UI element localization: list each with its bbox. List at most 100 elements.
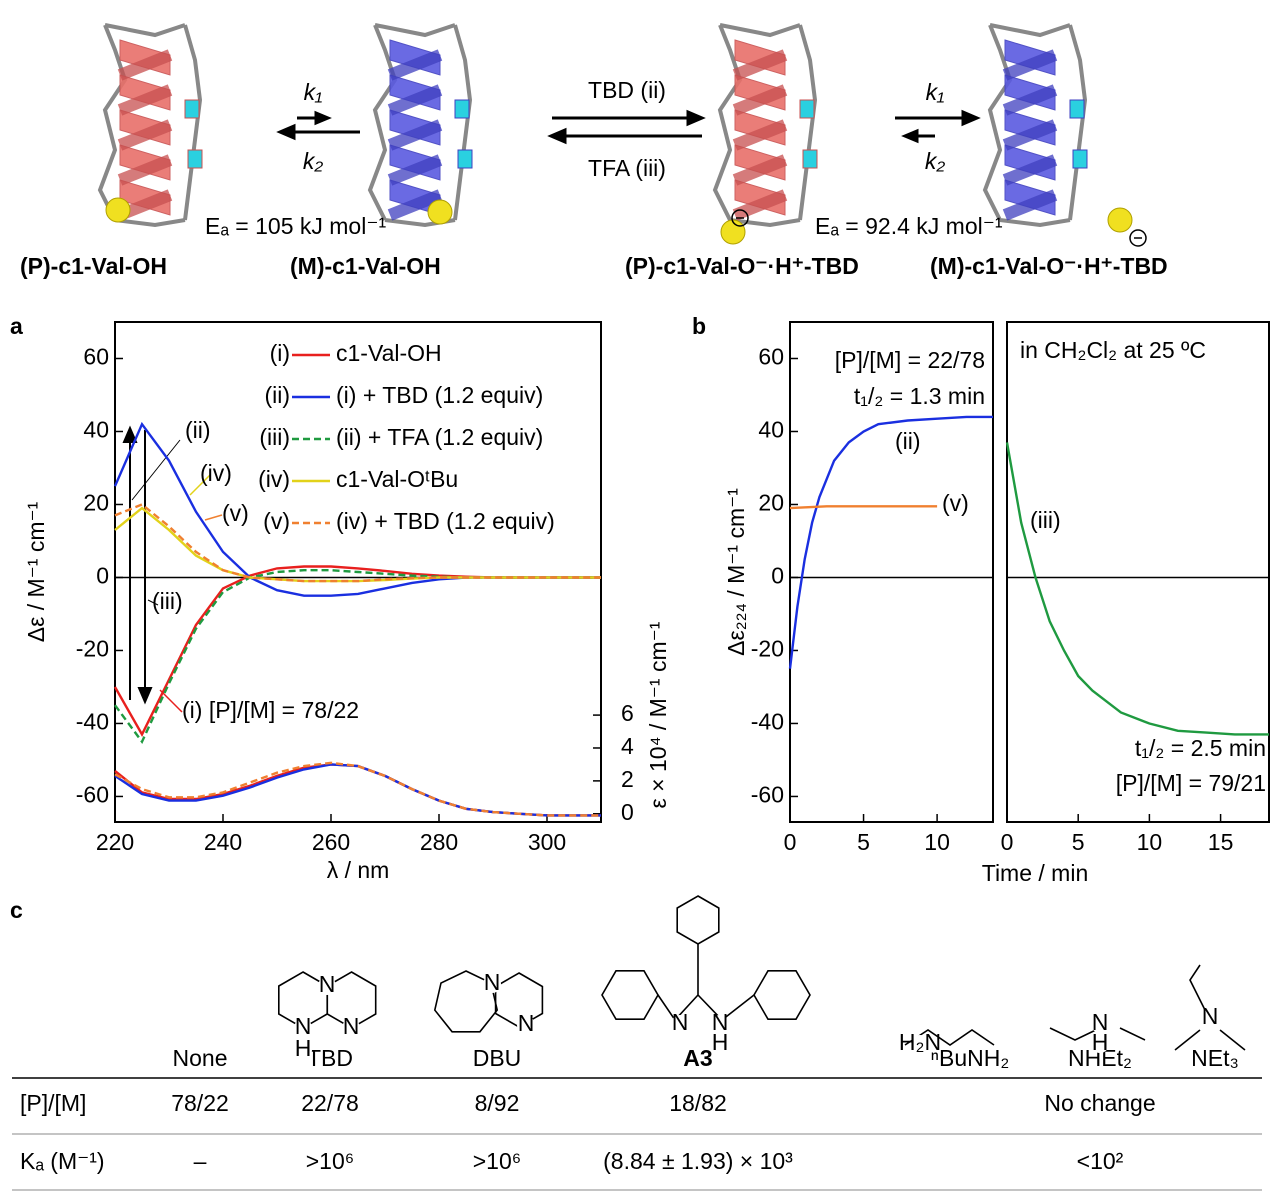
- x-tick-label: 5: [857, 829, 870, 855]
- y-tick-label: 60: [83, 344, 109, 370]
- table-cell: 22/78: [301, 1090, 359, 1116]
- legend-tag: (v): [263, 508, 290, 534]
- activation-energy: Eₐ = 92.4 kJ mol⁻¹: [815, 213, 1003, 239]
- y-tick-label: -20: [76, 636, 109, 662]
- x-axis-label: Time / min: [982, 860, 1089, 886]
- table: None TBD DBU A3 ⁿBuNH₂ NHEt₂ NEt₃[P]/[M] 78/22 2…: [12, 895, 1262, 1191]
- y2-axis-label: ε × 10⁴ / M⁻¹ cm⁻¹: [645, 621, 671, 808]
- chart: 220 240 260 280 300 -60 -40 -20 0 20 40 60 0 2 4 6 λ / n…: [23, 321, 671, 883]
- atom-label: N: [1092, 1009, 1109, 1035]
- scheme: k₁ k₂ TBD (ii) TFA (iii) k₁ k₂ Eₐ = 105 …: [20, 25, 1168, 279]
- chart: 0 5 10 -60 -40 -20 0 20 40 60 Δε₂₂₄ / M⁻¹ cm⁻¹ [P]/…: [723, 321, 994, 855]
- y-tick-label: -60: [76, 782, 109, 808]
- y-tick-label: 0: [96, 563, 109, 589]
- table-cell: –: [194, 1148, 207, 1174]
- annotation: [P]/[M] = 79/21: [1116, 770, 1266, 796]
- x-tick-label: 280: [420, 829, 458, 855]
- atom: [427, 199, 453, 225]
- label-bg: [1091, 1015, 1109, 1033]
- y-tick-label: -20: [751, 636, 784, 662]
- data-line: [1005, 442, 1269, 736]
- y-axis-label: Δε₂₂₄ / M⁻¹ cm⁻¹: [723, 488, 749, 656]
- x-tick-label: 0: [784, 829, 797, 855]
- label-bg: [342, 1019, 360, 1037]
- data-line: [788, 415, 993, 669]
- label-bg: [711, 1015, 729, 1033]
- bond: [1174, 964, 1246, 1051]
- atom-label: N: [672, 1009, 689, 1035]
- annotation: (ii): [185, 417, 211, 443]
- compound-label: (P)-c1-Val-O⁻·H⁺-TBD: [625, 253, 859, 279]
- y-tick-label: 0: [771, 563, 784, 589]
- label-bg: [1201, 1009, 1219, 1027]
- label-bg: [517, 1016, 535, 1034]
- data-line: [114, 763, 601, 817]
- x-tick-label: 15: [1208, 829, 1234, 855]
- column-header: None: [173, 1045, 228, 1071]
- legend-label: c1-Val-OᵗBu: [336, 466, 458, 492]
- label-bg: [671, 1015, 689, 1033]
- y-tick-label: -40: [751, 709, 784, 735]
- annotation: in CH₂Cl₂ at 25 ºC: [1020, 337, 1206, 363]
- helix-p: [715, 25, 817, 225]
- atom-label: N: [484, 969, 501, 995]
- table-cell: 8/92: [475, 1090, 520, 1116]
- panel-label: a: [10, 313, 23, 339]
- data-line: [114, 763, 601, 817]
- y-tick-label: 40: [83, 417, 109, 443]
- atom-label: H: [295, 1035, 312, 1061]
- annotation: t₁/₂ = 1.3 min: [854, 383, 985, 409]
- label-bg: [1091, 1035, 1109, 1053]
- label-bg: [294, 1019, 312, 1037]
- y-tick-label: -60: [751, 782, 784, 808]
- arrow-annotations: [122, 425, 223, 713]
- table-cell: Kₐ (M⁻¹): [20, 1148, 105, 1174]
- legend-tag: (i): [270, 340, 290, 366]
- panel-labels: a b c: [10, 313, 706, 923]
- table-cell: 78/22: [171, 1090, 229, 1116]
- table-cell: >10⁶: [306, 1148, 354, 1174]
- label-bg: [318, 977, 336, 995]
- reagent: TBD (ii): [588, 77, 666, 103]
- annotation: t₁/₂ = 2.5 min: [1135, 735, 1266, 761]
- atom: [105, 197, 131, 223]
- x-tick-label: 240: [204, 829, 242, 855]
- annotation: (iii): [1030, 507, 1061, 533]
- atom: [1107, 207, 1133, 233]
- data-line: [114, 761, 601, 817]
- legend-label: c1-Val-OH: [336, 340, 442, 366]
- legend-tag: (iii): [259, 424, 290, 450]
- y-tick-label: -40: [76, 709, 109, 735]
- atom: [720, 219, 746, 245]
- annotation: (ii): [895, 428, 921, 454]
- table-cell: <10²: [1077, 1148, 1124, 1174]
- column-header: TBD: [307, 1045, 353, 1071]
- rate-constant: k₁: [926, 79, 945, 105]
- charges: [731, 209, 1147, 247]
- atom-label: N: [518, 1010, 535, 1036]
- legend-label: (ii) + TFA (1.2 equiv): [336, 424, 543, 450]
- x-tick-label: 220: [96, 829, 134, 855]
- annotation: [P]/[M] = 22/78: [835, 347, 985, 373]
- label-bg: [711, 1035, 729, 1053]
- atom-label: H₂N: [899, 1029, 941, 1055]
- data-line: [789, 505, 938, 510]
- y-tick-label: 60: [758, 344, 784, 370]
- table-cell: (8.84 ± 1.93) × 10³: [603, 1148, 793, 1174]
- rate-constant: k₂: [303, 148, 324, 174]
- legend-label: (i) + TBD (1.2 equiv): [336, 382, 543, 408]
- atom-label: N: [712, 1009, 729, 1035]
- y2-tick-label: 4: [621, 733, 634, 759]
- bond: [904, 1027, 1146, 1046]
- table-cell: 18/82: [669, 1090, 727, 1116]
- y-tick-label: 20: [758, 490, 784, 516]
- atom-label: N: [1202, 1003, 1219, 1029]
- label-bg: [911, 1035, 929, 1053]
- table-cell: [P]/[M]: [20, 1090, 86, 1116]
- helix-m: [370, 25, 472, 225]
- chart: 0 5 10 15 Time / min in CH₂Cl₂ at 25 ºC (iii) t…: [982, 321, 1270, 886]
- x-tick-label: 10: [924, 829, 950, 855]
- y2-tick-label: 6: [621, 700, 634, 726]
- annotation: (v): [942, 490, 969, 516]
